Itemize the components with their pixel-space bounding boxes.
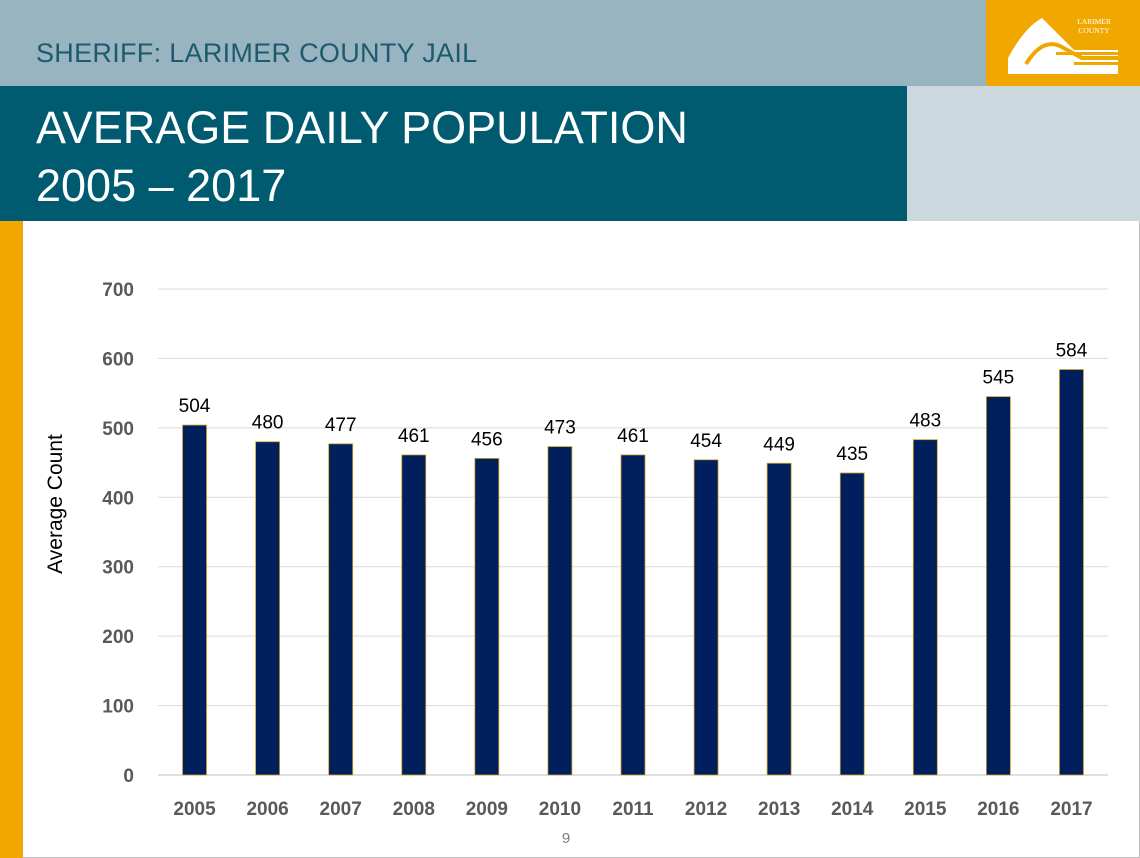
x-tick-labels: 2005 2006 2007 2008 2009 2010 2011 2012 2013 2014… bbox=[173, 799, 1092, 820]
data-label-2013: 449 bbox=[763, 434, 795, 455]
y-axis-label: Average Count bbox=[44, 434, 67, 574]
mountain-logo-icon: LARIMER COUNTY bbox=[1008, 17, 1118, 74]
data-label-2005: 504 bbox=[179, 396, 211, 417]
x-tick-label-2006: 2006 bbox=[246, 799, 288, 820]
accent-side-bar bbox=[0, 221, 23, 858]
y-tick-label: 700 bbox=[102, 280, 134, 301]
x-tick-label-2008: 2008 bbox=[393, 799, 435, 820]
y-tick-label: 600 bbox=[102, 349, 134, 370]
bar-2016 bbox=[985, 396, 1011, 776]
data-label-2007: 477 bbox=[325, 415, 357, 436]
bar-2017 bbox=[1059, 369, 1084, 776]
x-tick-label-2015: 2015 bbox=[904, 799, 947, 820]
y-tick-label: 0 bbox=[123, 766, 134, 787]
header-band bbox=[0, 0, 986, 86]
logo-text-larimer: LARIMER bbox=[1077, 17, 1111, 26]
data-label-2014: 435 bbox=[836, 444, 868, 465]
larimer-county-logo: LARIMER COUNTY bbox=[986, 0, 1140, 86]
x-tick-label-2009: 2009 bbox=[466, 799, 508, 820]
y-tick-label: 300 bbox=[102, 558, 134, 579]
data-label-2009: 456 bbox=[471, 429, 503, 450]
data-label-2016: 545 bbox=[983, 368, 1015, 389]
header-title: SHERIFF: LARIMER COUNTY JAIL bbox=[36, 38, 478, 68]
title-band-right bbox=[907, 86, 1140, 221]
data-label-2008: 461 bbox=[398, 426, 430, 447]
page-number: 9 bbox=[561, 830, 571, 847]
x-tick-label-2017: 2017 bbox=[1050, 799, 1092, 820]
data-label-2012: 454 bbox=[690, 431, 722, 452]
bars bbox=[182, 369, 1084, 776]
bar-2006 bbox=[255, 441, 281, 776]
slide-title-line-2: 2005 – 2017 bbox=[36, 160, 287, 211]
y-tick-label: 100 bbox=[102, 697, 134, 718]
data-label-2015: 483 bbox=[909, 411, 941, 432]
data-label-2006: 480 bbox=[252, 413, 284, 434]
x-tick-label-2011: 2011 bbox=[612, 799, 654, 820]
bar-2007 bbox=[328, 443, 354, 776]
x-tick-label-2007: 2007 bbox=[320, 799, 362, 820]
bar-2009 bbox=[474, 458, 500, 776]
y-tick-label: 200 bbox=[102, 627, 134, 648]
x-tick-label-2013: 2013 bbox=[758, 799, 800, 820]
bar-2005 bbox=[182, 424, 207, 776]
bar-2011 bbox=[620, 454, 646, 776]
x-tick-label-2012: 2012 bbox=[685, 799, 727, 820]
x-tick-label-2010: 2010 bbox=[539, 799, 581, 820]
slide-title-line-1: AVERAGE DAILY POPULATION bbox=[36, 102, 688, 153]
x-tick-label-2014: 2014 bbox=[831, 799, 874, 820]
bar-2012 bbox=[693, 459, 719, 776]
data-label-2010: 473 bbox=[544, 418, 576, 439]
y-tick-label: 500 bbox=[102, 419, 134, 440]
bar-2015 bbox=[912, 439, 938, 776]
data-labels: 504 480 477 461 456 473 461 454 449 435 483 545 584 bbox=[179, 341, 1088, 465]
data-label-2011: 461 bbox=[617, 426, 649, 447]
y-tick-label: 400 bbox=[102, 488, 134, 509]
x-tick-label-2005: 2005 bbox=[173, 799, 216, 820]
bar-2014 bbox=[839, 472, 865, 776]
x-tick-label-2016: 2016 bbox=[977, 799, 1019, 820]
title-band bbox=[0, 86, 907, 221]
bar-2008 bbox=[401, 454, 427, 776]
bar-2010 bbox=[547, 446, 573, 776]
data-label-2017: 584 bbox=[1056, 341, 1088, 362]
logo-text-county: COUNTY bbox=[1078, 26, 1110, 35]
y-tick-labels: 0 100 200 300 400 500 600 700 bbox=[102, 280, 134, 787]
bar-2013 bbox=[766, 462, 792, 776]
